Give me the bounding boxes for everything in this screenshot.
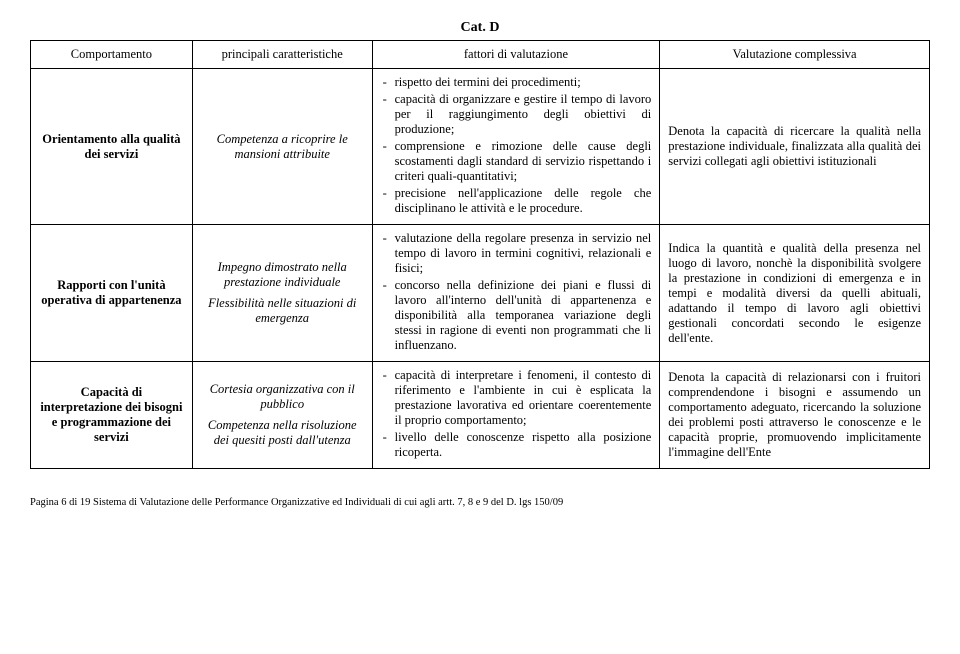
category-header: Cat. D bbox=[30, 20, 930, 36]
characteristics-cell: Cortesia organizzativa con il pubblico Co… bbox=[192, 362, 372, 469]
factors-cell: valutazione della regolare presenza in s… bbox=[372, 225, 660, 362]
table-row: Rapporti con l'unità operativa di appart… bbox=[31, 225, 930, 362]
factor-item: livello delle conoscenze rispetto alla p… bbox=[381, 430, 652, 460]
table-header-row: Comportamento principali caratteristiche… bbox=[31, 41, 930, 69]
evaluation-table: Comportamento principali caratteristiche… bbox=[30, 40, 930, 469]
evaluation-cell: Denota la capacità di relazionarsi con i… bbox=[660, 362, 930, 469]
characteristic-item: Flessibilità nelle situazioni di emergen… bbox=[201, 296, 364, 326]
factor-item: valutazione della regolare presenza in s… bbox=[381, 231, 652, 276]
factor-item: precisione nell'applicazione delle regol… bbox=[381, 186, 652, 216]
characteristic-item: Impegno dimostrato nella prestazione ind… bbox=[201, 260, 364, 290]
characteristic-item: Cortesia organizzativa con il pubblico bbox=[201, 382, 364, 412]
table-row: Orientamento alla qualità dei servizi Com… bbox=[31, 69, 930, 225]
header-evaluation: Valutazione complessiva bbox=[660, 41, 930, 69]
factor-item: concorso nella definizione dei piani e f… bbox=[381, 278, 652, 353]
factors-cell: capacità di interpretare i fenomeni, il … bbox=[372, 362, 660, 469]
behavior-cell: Rapporti con l'unità operativa di appart… bbox=[31, 225, 193, 362]
factor-item: rispetto dei termini dei procedimenti; bbox=[381, 75, 652, 90]
behavior-cell: Capacità di interpretazione dei bisogni … bbox=[31, 362, 193, 469]
characteristics-cell: Competenza a ricoprire le mansioni attri… bbox=[192, 69, 372, 225]
header-factors: fattori di valutazione bbox=[372, 41, 660, 69]
factor-item: capacità di organizzare e gestire il tem… bbox=[381, 92, 652, 137]
factors-cell: rispetto dei termini dei procedimenti; ca… bbox=[372, 69, 660, 225]
factor-item: capacità di interpretare i fenomeni, il … bbox=[381, 368, 652, 428]
characteristic-item: Competenza nella risoluzione dei quesiti… bbox=[201, 418, 364, 448]
header-behavior: Comportamento bbox=[31, 41, 193, 69]
characteristic-item: Competenza a ricoprire le mansioni attri… bbox=[201, 132, 364, 162]
page-footer: Pagina 6 di 19 Sistema di Valutazione de… bbox=[30, 497, 930, 508]
header-characteristics: principali caratteristiche bbox=[192, 41, 372, 69]
behavior-cell: Orientamento alla qualità dei servizi bbox=[31, 69, 193, 225]
table-row: Capacità di interpretazione dei bisogni … bbox=[31, 362, 930, 469]
evaluation-cell: Indica la quantità e qualità della prese… bbox=[660, 225, 930, 362]
characteristics-cell: Impegno dimostrato nella prestazione ind… bbox=[192, 225, 372, 362]
evaluation-cell: Denota la capacità di ricercare la quali… bbox=[660, 69, 930, 225]
factor-item: comprensione e rimozione delle cause deg… bbox=[381, 139, 652, 184]
